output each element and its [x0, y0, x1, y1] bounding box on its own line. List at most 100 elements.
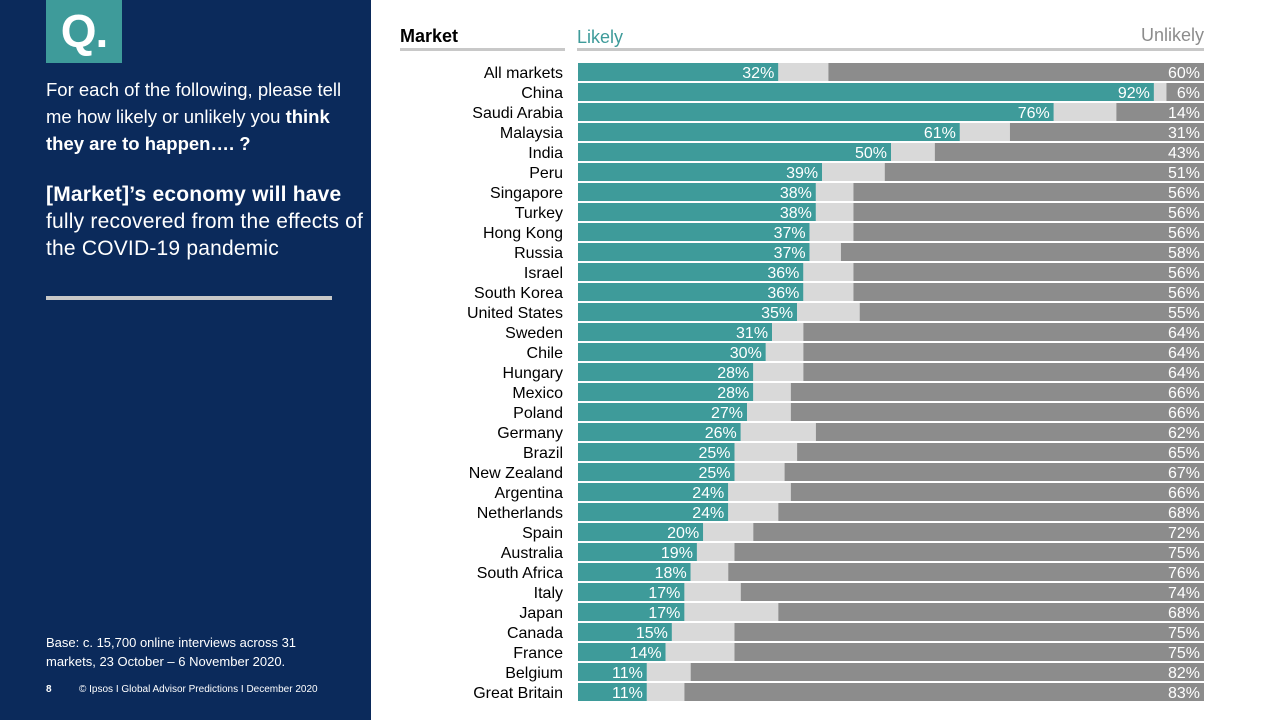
- bar-segment-middle: [797, 303, 860, 321]
- data-label-unlikely: 6%: [1177, 85, 1200, 102]
- bar-segment-unlikely: [790, 483, 1204, 501]
- category-label: New Zealand: [469, 465, 563, 482]
- header-unlikely: Unlikely: [1141, 25, 1204, 45]
- data-label-likely: 39%: [786, 165, 818, 182]
- category-label: India: [528, 145, 563, 162]
- statement-bold: [Market]’s economy will have: [46, 183, 342, 206]
- header-likely: Likely: [577, 27, 623, 47]
- bar-segment-middle: [959, 123, 1010, 141]
- data-label-likely: 24%: [692, 505, 724, 522]
- data-label-likely: 11%: [612, 685, 643, 702]
- base-note-line2: markets, 23 October – 6 November 2020.: [46, 654, 286, 669]
- bar-segment-middle: [765, 343, 804, 361]
- bar-segment-unlikely: [790, 403, 1204, 421]
- category-label: Hong Kong: [483, 225, 563, 242]
- data-label-unlikely: 43%: [1168, 145, 1200, 162]
- category-label: Argentina: [495, 485, 564, 502]
- data-label-unlikely: 60%: [1168, 65, 1200, 82]
- data-label-unlikely: 67%: [1168, 465, 1200, 482]
- question-bold: think they are to happen…. ?: [46, 106, 330, 154]
- bar-segment-middle: [753, 363, 804, 381]
- category-label: Canada: [507, 625, 563, 642]
- data-label-unlikely: 83%: [1168, 685, 1200, 702]
- bar-segment-middle: [696, 543, 735, 561]
- data-label-unlikely: 68%: [1168, 605, 1200, 622]
- bar-segment-unlikely: [1116, 103, 1204, 121]
- bar-segment-likely: [578, 463, 735, 481]
- data-label-likely: 25%: [698, 445, 730, 462]
- category-label: France: [513, 645, 563, 662]
- data-label-unlikely: 51%: [1168, 165, 1200, 182]
- data-label-unlikely: 75%: [1168, 545, 1200, 562]
- category-label: Netherlands: [477, 505, 563, 522]
- category-label: Turkey: [515, 205, 563, 222]
- bar-segment-middle: [728, 503, 779, 521]
- bar-segment-middle: [822, 163, 885, 181]
- bar-segment-unlikely: [778, 503, 1204, 521]
- bar-segment-unlikely: [803, 343, 1204, 361]
- question-text: For each of the following, please tell m…: [46, 76, 356, 157]
- category-label: Peru: [529, 165, 563, 182]
- bar-segment-unlikely: [840, 243, 1204, 261]
- bar-segment-unlikely: [690, 663, 1204, 681]
- data-label-likely: 61%: [924, 125, 956, 142]
- data-label-likely: 14%: [630, 645, 662, 662]
- data-label-likely: 92%: [1118, 85, 1150, 102]
- category-label: South Korea: [474, 285, 563, 302]
- bar-segment-middle: [809, 223, 854, 241]
- bar-segment-unlikely: [734, 643, 1204, 661]
- data-label-unlikely: 55%: [1168, 305, 1200, 322]
- bar-segment-unlikely: [797, 443, 1204, 461]
- bar-segment-likely: [578, 203, 816, 221]
- bar-segment-likely: [578, 243, 810, 261]
- data-label-likely: 36%: [767, 265, 799, 282]
- category-label: Saudi Arabia: [472, 105, 563, 122]
- data-label-unlikely: 56%: [1168, 185, 1200, 202]
- header-underline-market: [400, 48, 565, 51]
- data-label-likely: 25%: [698, 465, 730, 482]
- category-label: Mexico: [512, 385, 563, 402]
- bar-segment-unlikely: [684, 683, 1204, 701]
- bar-segment-likely: [578, 403, 748, 421]
- footer-text: © Ipsos I Global Advisor Predictions I D…: [79, 684, 318, 695]
- bar-segment-unlikely: [1166, 83, 1204, 101]
- data-label-unlikely: 56%: [1168, 225, 1200, 242]
- category-label: Sweden: [505, 325, 563, 342]
- bar-segment-likely: [578, 423, 741, 441]
- category-label: All markets: [484, 65, 563, 82]
- data-label-likely: 37%: [774, 245, 806, 262]
- bar-segment-likely: [578, 343, 766, 361]
- category-label: Malaysia: [500, 125, 563, 142]
- bar-segment-likely: [578, 63, 779, 81]
- bar-segment-likely: [578, 383, 754, 401]
- bar-segment-middle: [646, 683, 685, 701]
- statement-text: [Market]’s economy will have fully recov…: [46, 181, 366, 262]
- bar-segment-unlikely: [853, 263, 1204, 281]
- bar-segment-likely: [578, 363, 754, 381]
- category-label: Australia: [501, 545, 563, 562]
- data-label-likely: 20%: [667, 525, 699, 542]
- data-label-likely: 50%: [855, 145, 887, 162]
- data-label-unlikely: 75%: [1168, 645, 1200, 662]
- q-badge: Q.: [46, 0, 122, 63]
- bar-segment-middle: [809, 243, 841, 261]
- data-label-unlikely: 65%: [1168, 445, 1200, 462]
- bar-segment-unlikely: [803, 363, 1204, 381]
- bar-segment-unlikely: [853, 283, 1204, 301]
- data-label-likely: 31%: [736, 325, 768, 342]
- bar-segment-unlikely: [778, 603, 1204, 621]
- data-label-likely: 15%: [636, 625, 668, 642]
- data-label-unlikely: 56%: [1168, 265, 1200, 282]
- question-lead: For each of the following, please tell m…: [46, 79, 342, 127]
- bar-segment-unlikely: [734, 623, 1204, 641]
- data-label-likely: 36%: [767, 285, 799, 302]
- data-label-likely: 17%: [648, 605, 680, 622]
- bar-segment-middle: [778, 63, 829, 81]
- data-label-likely: 35%: [761, 305, 793, 322]
- bar-segment-likely: [578, 443, 735, 461]
- bar-segment-likely: [578, 103, 1054, 121]
- bar-segment-unlikely: [853, 223, 1204, 241]
- category-label: Hungary: [503, 365, 563, 382]
- data-label-likely: 37%: [774, 225, 806, 242]
